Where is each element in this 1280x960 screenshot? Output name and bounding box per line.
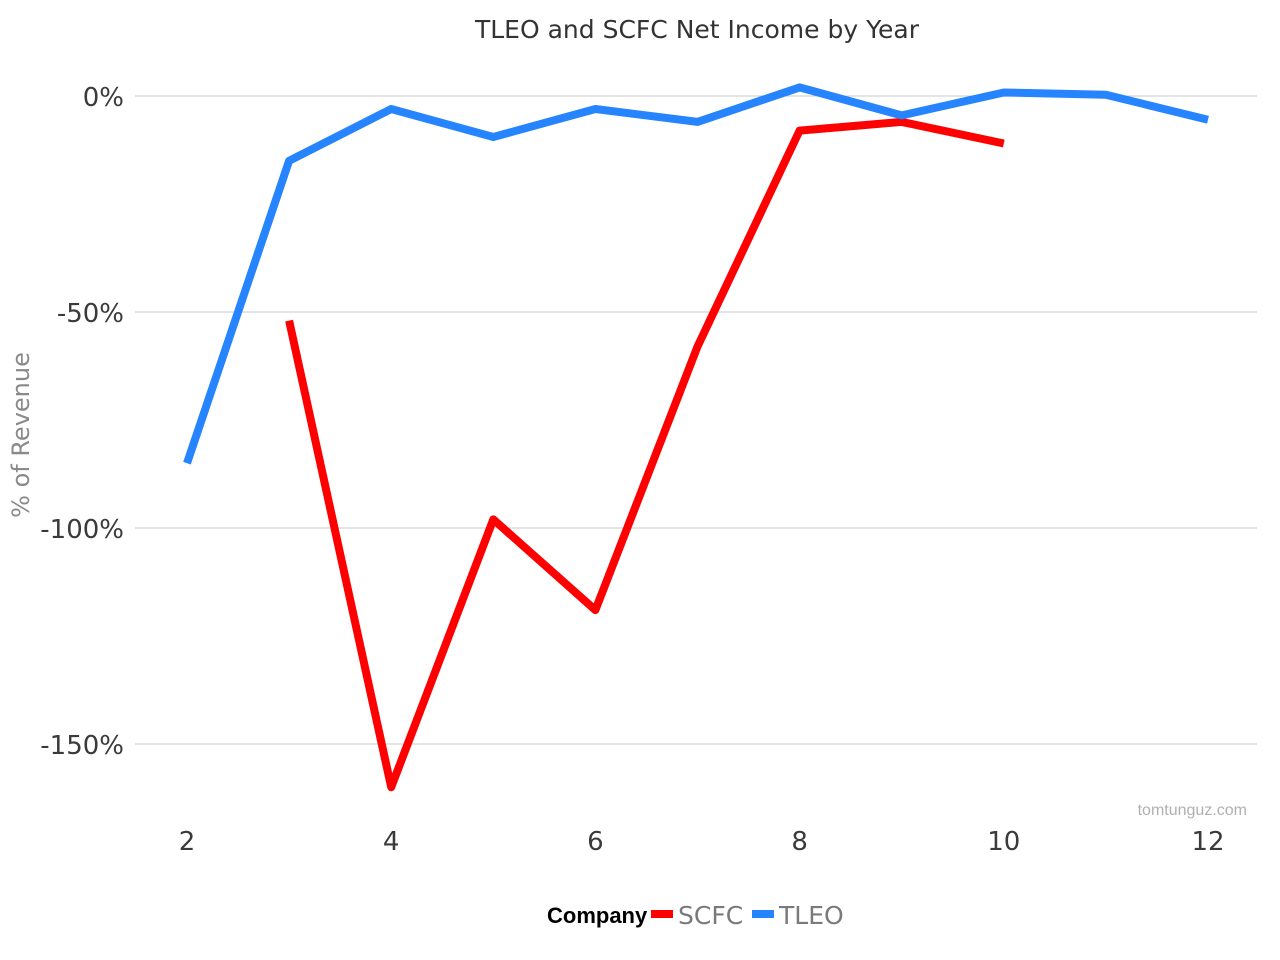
x-tick-label: 12 [1191, 827, 1224, 857]
x-tick-label: 10 [987, 827, 1020, 857]
series-lines [183, 83, 1209, 792]
y-axis-label: % of Revenue [7, 352, 35, 518]
x-tick-label: 2 [179, 827, 196, 857]
legend-label-tleo: TLEO [778, 901, 844, 930]
legend-swatch-scfc [651, 910, 673, 918]
y-tick-label: -50% [57, 299, 124, 329]
x-tick-label: 6 [587, 827, 604, 857]
y-tick-label: -100% [40, 515, 124, 545]
watermark: tomtunguz.com [1138, 802, 1247, 819]
x-tick-label: 8 [791, 827, 808, 857]
gridlines [135, 95, 1257, 745]
y-tick-label: 0% [83, 83, 124, 113]
legend: Company SCFC TLEO [547, 901, 844, 930]
legend-title: Company [547, 903, 648, 928]
chart-title: TLEO and SCFC Net Income by Year [474, 15, 920, 44]
y-tick-label: -150% [40, 731, 124, 761]
series-line-scfc [285, 117, 1005, 792]
legend-label-scfc: SCFC [678, 901, 743, 930]
x-tick-label: 4 [383, 827, 400, 857]
y-axis-ticks: 0% -50% -100% -150% [40, 83, 124, 761]
series-line-tleo [183, 83, 1209, 465]
legend-swatch-tleo [752, 910, 774, 918]
x-axis-ticks: 2 4 6 8 10 12 [179, 827, 1225, 857]
